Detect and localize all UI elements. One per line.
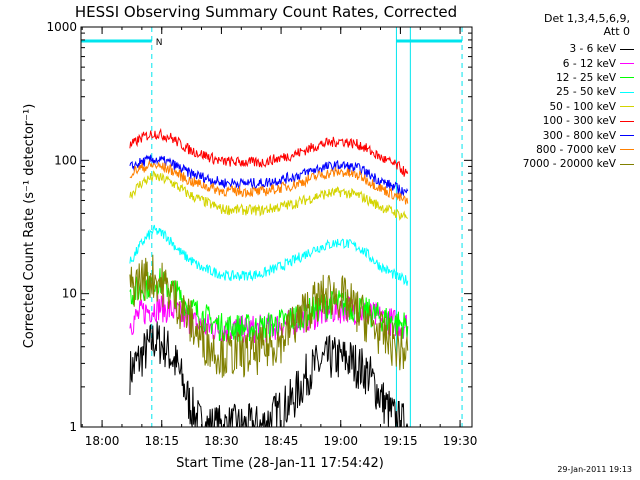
y-tick-label: 1 [69, 420, 77, 434]
y-tick-label: 100 [54, 153, 77, 167]
legend-label: 7000 - 20000 keV [522, 158, 616, 171]
legend-label: 6 - 12 keV [562, 57, 616, 70]
legend-label: 25 - 50 keV [556, 86, 616, 99]
x-tick-label: 18:00 [85, 434, 120, 448]
legend-swatch [620, 149, 634, 151]
legend-item: 800 - 7000 keV [488, 143, 634, 157]
legend-item: 12 - 25 keV [488, 71, 634, 85]
series-line [129, 170, 409, 221]
x-tick-label: 19:15 [383, 434, 418, 448]
legend-swatch [620, 163, 634, 165]
legend-swatch [620, 77, 634, 79]
x-tick-label: 18:45 [264, 434, 299, 448]
x-axis-label: Start Time (28-Jan-11 17:54:42) [176, 456, 384, 471]
legend-label: 50 - 100 keV [549, 100, 616, 113]
x-tick-label: 19:30 [443, 434, 478, 448]
legend-label: 3 - 6 keV [569, 43, 616, 56]
legend-swatch [620, 91, 634, 93]
legend-item: 7000 - 20000 keV [488, 157, 634, 171]
legend-item: 300 - 800 keV [488, 128, 634, 142]
legend-label: 800 - 7000 keV [536, 143, 616, 156]
legend-label: 300 - 800 keV [542, 129, 616, 142]
legend-swatch [620, 63, 634, 65]
legend: 3 - 6 keV 6 - 12 keV 12 - 25 keV 25 - 50 ke… [488, 42, 634, 172]
timestamp: 29-Jan-2011 19:13 [557, 465, 632, 474]
series-line [129, 224, 409, 286]
legend-item: 25 - 50 keV [488, 85, 634, 99]
x-tick-label: 19:00 [323, 434, 358, 448]
y-tick-label: 1000 [46, 20, 77, 34]
x-tick-label: 18:30 [204, 434, 239, 448]
y-axis-label: Corrected Count Rate (s⁻¹ detector⁻¹) [22, 104, 37, 349]
series-line [129, 254, 409, 378]
legend-swatch [620, 135, 634, 137]
night-annotation: N [156, 38, 163, 48]
legend-item: 6 - 12 keV [488, 56, 634, 70]
plot-frame [80, 26, 473, 428]
legend-swatch [620, 106, 634, 108]
legend-swatch [620, 48, 634, 50]
legend-label: 12 - 25 keV [556, 71, 616, 84]
x-tick-label: 18:15 [144, 434, 179, 448]
legend-label: 100 - 300 keV [542, 115, 616, 128]
series-line [129, 154, 409, 197]
legend-item: 100 - 300 keV [488, 114, 634, 128]
legend-header: Det 1,3,4,5,6,9, Att 0 [544, 12, 630, 38]
y-tick-label: 10 [62, 287, 77, 301]
series-layer [129, 127, 409, 428]
series-line [129, 127, 409, 177]
legend-item: 3 - 6 keV [488, 42, 634, 56]
series-line [129, 159, 409, 205]
tick-layer: 18:00 18:15 18:30 18:45 19:00 19:15 19:30 1 10 10… [46, 20, 477, 448]
legend-item: 50 - 100 keV [488, 100, 634, 114]
legend-header-line1: Det 1,3,4,5,6,9, [543, 12, 630, 25]
chart-title: HESSI Observing Summary Count Rates, Cor… [75, 3, 457, 21]
legend-header-line2: Att 0 [603, 25, 630, 38]
legend-swatch [620, 120, 634, 122]
